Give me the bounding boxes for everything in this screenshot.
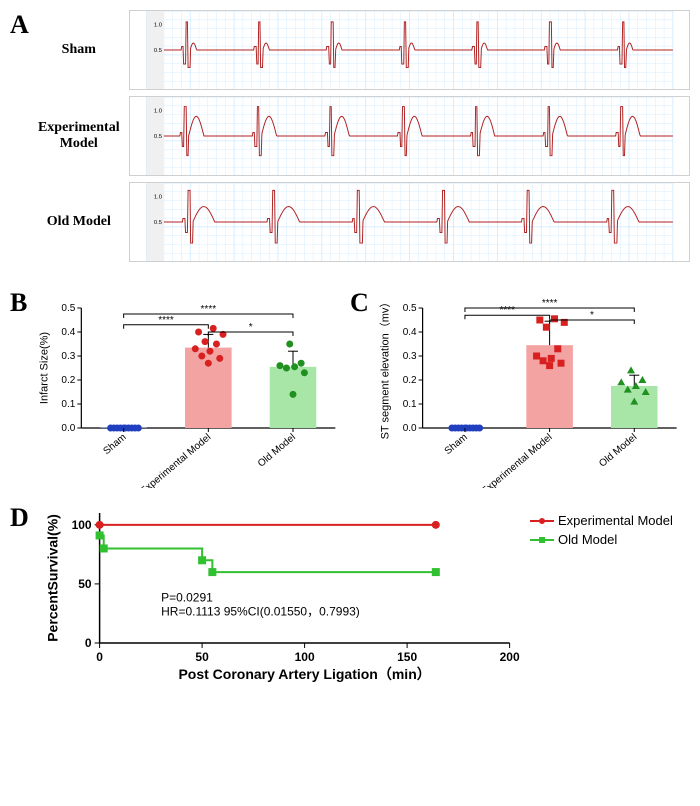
svg-text:0.5: 0.5 [154, 134, 162, 140]
svg-text:Post Coronary Artery Ligation（: Post Coronary Artery Ligation（min） [178, 666, 430, 682]
svg-text:Old Model: Old Model [597, 432, 639, 470]
svg-text:Infarct Size(%): Infarct Size(%) [39, 332, 51, 404]
ecg-trace: 1.0 0.5 [129, 96, 690, 176]
ecg-trace: 1.0 0.5 [129, 182, 690, 262]
panel-a: A Sham1.00.5ExperimentalModel1.00.5Old M… [10, 10, 690, 268]
panel-b: B 0.0 0.1 0.2 0.3 0.4 0.5 Infarct Size(%) Sham E… [10, 288, 350, 488]
survival-chart: 0 50 100 150 200 0 50 100 PercentSurvival(%) Post… [29, 503, 530, 683]
legend-item-label: Old Model [558, 532, 617, 547]
svg-text:0.5: 0.5 [62, 303, 76, 314]
svg-text:0.4: 0.4 [402, 327, 416, 338]
infarct-size-chart: 0.0 0.1 0.2 0.3 0.4 0.5 Infarct Size(%) Sham Exp… [27, 288, 350, 488]
ecg-row: ExperimentalModel 1.0 0.5 [29, 96, 690, 176]
svg-text:50: 50 [195, 650, 209, 664]
legend-marker-icon [530, 534, 554, 546]
svg-text:0.0: 0.0 [402, 423, 416, 434]
svg-text:P=0.0291: P=0.0291 [161, 591, 213, 605]
svg-text:PercentSurvival(%): PercentSurvival(%) [44, 514, 60, 642]
svg-text:0.2: 0.2 [402, 375, 416, 386]
survival-legend: Experimental Model Old Model [530, 503, 690, 683]
panel-a-ecg-column: Sham1.00.5ExperimentalModel1.00.5Old Mod… [29, 10, 690, 268]
panel-d-label: D [10, 503, 29, 683]
ecg-row-label: Old Model [29, 214, 129, 230]
svg-text:*: * [590, 310, 594, 321]
svg-text:Experimental Model: Experimental Model [139, 432, 214, 488]
panel-b-c-row: B 0.0 0.1 0.2 0.3 0.4 0.5 Infarct Size(%) Sham E… [10, 288, 690, 488]
svg-text:50: 50 [78, 577, 92, 591]
panel-d: D 0 50 100 150 200 0 50 100 PercentSurvival(%) Po… [10, 503, 690, 683]
svg-text:0.4: 0.4 [62, 327, 76, 338]
svg-text:****: **** [159, 315, 175, 326]
svg-text:1.0: 1.0 [154, 23, 163, 29]
svg-text:200: 200 [499, 650, 519, 664]
svg-text:ST segment elevation（mv）: ST segment elevation（mv） [378, 297, 391, 440]
svg-text:0: 0 [96, 650, 103, 664]
svg-text:****: **** [542, 298, 558, 309]
legend-item: Old Model [530, 532, 690, 547]
svg-text:100: 100 [71, 518, 91, 532]
svg-text:1.0: 1.0 [154, 195, 163, 201]
panel-a-label: A [10, 10, 29, 268]
svg-text:0: 0 [85, 636, 92, 650]
svg-text:****: **** [201, 304, 217, 315]
ecg-row: Old Model 1.0 0.5 [29, 182, 690, 262]
svg-text:150: 150 [397, 650, 417, 664]
svg-text:0.0: 0.0 [62, 423, 76, 434]
panel-c-label: C [350, 288, 369, 488]
ecg-row-label: Sham [29, 42, 129, 58]
svg-text:Old Model: Old Model [256, 432, 298, 470]
svg-text:0.5: 0.5 [402, 303, 416, 314]
svg-text:100: 100 [294, 650, 314, 664]
svg-text:1.0: 1.0 [154, 109, 163, 115]
svg-text:HR=0.1113 95%CI(0.01550，0.7993: HR=0.1113 95%CI(0.01550，0.7993) [161, 605, 360, 619]
svg-text:0.5: 0.5 [154, 48, 162, 54]
svg-text:0.3: 0.3 [62, 351, 76, 362]
svg-text:0.1: 0.1 [402, 399, 416, 410]
ecg-trace: 1.0 0.5 [129, 10, 690, 90]
ecg-row: Sham 1.0 0.5 [29, 10, 690, 90]
ecg-row-label: ExperimentalModel [29, 120, 129, 152]
legend-item: Experimental Model [530, 513, 690, 528]
svg-text:0.5: 0.5 [154, 220, 162, 226]
panel-b-label: B [10, 288, 27, 488]
st-elevation-chart: 0.0 0.1 0.2 0.3 0.4 0.5 ST segment elevation（m… [369, 288, 690, 488]
svg-text:0.2: 0.2 [62, 375, 76, 386]
svg-text:0.1: 0.1 [62, 399, 76, 410]
svg-text:Sham: Sham [102, 432, 129, 457]
legend-item-label: Experimental Model [558, 513, 673, 528]
svg-text:0.3: 0.3 [402, 351, 416, 362]
legend-marker-icon [530, 515, 554, 527]
svg-text:****: **** [499, 305, 515, 316]
svg-text:Experimental Model: Experimental Model [480, 432, 555, 488]
svg-text:*: * [249, 322, 253, 333]
panel-c: C 0.0 0.1 0.2 0.3 0.4 0.5 ST segment elevation… [350, 288, 690, 488]
svg-text:Sham: Sham [443, 432, 470, 457]
